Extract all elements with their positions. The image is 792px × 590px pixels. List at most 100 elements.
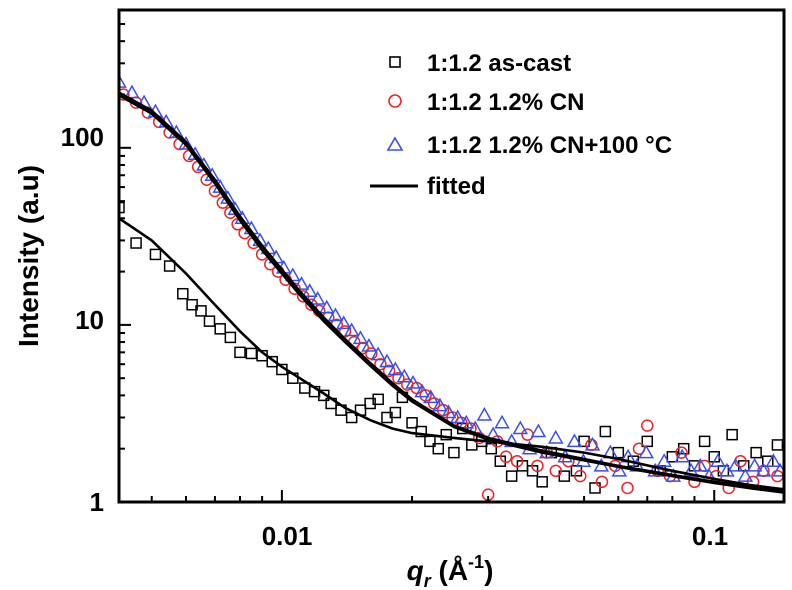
as-cast-point-9: [224, 331, 237, 344]
cn-100c-point-21: [301, 283, 318, 297]
cn-point-48: [549, 464, 563, 478]
cn-100c-point-71: [746, 457, 763, 472]
as-cast-point-39: [505, 470, 518, 482]
as-cast-point-8: [214, 323, 226, 335]
as-cast-point-3: [163, 260, 176, 272]
legend-label-cn: 1:1.2 1.2% CN: [427, 89, 584, 116]
x-tick-label-0.01: 0.01: [262, 521, 313, 551]
x-axis-unit-close: ): [484, 555, 493, 586]
cn-point-56: [641, 419, 654, 432]
fitted-line-0: [119, 217, 784, 491]
cn-100c-point-19: [285, 267, 301, 282]
as-cast-point-51: [641, 435, 654, 448]
as-cast-point-63: [771, 439, 784, 451]
legend-label-cn-100c: 1:1.2 1.2% CN+100 °C: [427, 132, 672, 159]
cn-100c-point-28: [361, 337, 377, 352]
cn-point-30: [382, 364, 396, 378]
legend-marker-square: [389, 56, 401, 68]
as-cast-point-4: [177, 287, 189, 300]
cn-point-50: [574, 469, 587, 483]
cn-100c-point-41: [476, 406, 493, 421]
cn-point-52: [595, 475, 609, 489]
as-cast-point-11: [245, 347, 258, 360]
cn-100c-point-35: [422, 389, 439, 404]
cn-point-46: [531, 459, 544, 473]
cn-100c-point-49: [547, 429, 564, 444]
legend-label-as-cast: 1:1.2 as-cast: [427, 50, 571, 77]
as-cast-point-5: [186, 298, 198, 311]
cn-100c-point-53: [584, 436, 601, 451]
data-layer: [119, 74, 784, 501]
cn-100c-point-30: [379, 353, 395, 368]
as-cast-point-31: [432, 442, 445, 455]
cn-100c-point-1: [124, 84, 140, 99]
cn-100c-point-59: [638, 444, 654, 459]
y-tick-label-100: 100: [61, 122, 104, 152]
cn-100c-point-25: [335, 315, 352, 330]
cn-point-25: [338, 325, 352, 338]
axis-ticks: [119, 9, 716, 503]
cn-100c-point-27: [352, 330, 369, 345]
legend-marker-circle: [388, 94, 402, 108]
as-cast-point-28: [406, 417, 418, 429]
cn-100c-point-20: [293, 276, 310, 290]
legend-label-fitted: fitted: [427, 173, 486, 200]
as-cast-point-46: [578, 435, 590, 448]
cn-100c-point-60: [647, 462, 663, 477]
x-axis-unit-exp: -1: [468, 552, 484, 572]
as-cast-point-26: [389, 406, 402, 419]
cn-100c-point-70: [737, 468, 754, 482]
cn-100c-point-29: [370, 346, 386, 361]
x-axis-subscript: r: [424, 571, 432, 590]
cn-100c-point-37: [440, 404, 457, 419]
as-cast-point-44: [558, 470, 571, 482]
as-cast-point-42: [536, 476, 548, 488]
as-cast-point-0: [119, 201, 125, 214]
cn-point-43: [499, 450, 513, 464]
cn-100c-point-33: [405, 374, 421, 389]
as-cast-point-1: [130, 237, 142, 249]
y-axis-title: Intensity (a.u): [13, 165, 44, 347]
as-cast-point-48: [599, 425, 612, 438]
x-axis-unit-open: (Å: [431, 555, 468, 586]
as-cast-point-13: [266, 355, 279, 368]
cn-100c-point-51: [566, 433, 583, 448]
as-cast-point-59: [726, 428, 738, 441]
cn-100c-point-22: [309, 291, 326, 305]
cn-100c-point-34: [414, 383, 430, 398]
as-cast-point-2: [149, 248, 162, 261]
cn-point-54: [621, 481, 634, 495]
cn-100c-point-47: [530, 423, 547, 438]
cn-100c-point-73: [765, 453, 782, 467]
cn-100c-point-61: [656, 453, 672, 467]
x-axis-title: qr (Å-1): [407, 552, 494, 590]
cn-100c-point-32: [396, 368, 413, 383]
as-cast-point-24: [372, 393, 384, 406]
as-cast-point-33: [448, 446, 460, 459]
cn-point-44: [510, 454, 524, 468]
cn-point-59: [675, 446, 688, 459]
legend-marker-triangle: [386, 136, 404, 151]
cn-point-45: [521, 428, 534, 441]
as-cast-point-56: [698, 435, 711, 448]
cn-point-0: [119, 88, 130, 101]
x-tick-label-0.1: 0.1: [692, 521, 728, 551]
cn-100c-point-38: [449, 409, 466, 424]
cn-100c-point-26: [343, 322, 360, 337]
as-cast-point-23: [364, 397, 376, 410]
x-axis-symbol: q: [407, 555, 424, 586]
cn-100c-point-67: [710, 453, 726, 467]
as-cast-point-37: [485, 442, 498, 455]
cn-100c-point-24: [327, 307, 344, 322]
y-tick-label-10: 10: [75, 305, 104, 335]
cn-100c-point-65: [692, 457, 708, 472]
cn-100c-point-45: [512, 420, 529, 435]
cn-100c-point-39: [458, 414, 475, 429]
cn-point-31: [392, 371, 405, 385]
as-cast-point-32: [440, 428, 453, 441]
cn-100c-point-63: [674, 448, 690, 463]
cn-100c-point-23: [318, 299, 335, 314]
cn-100c-point-36: [432, 397, 448, 412]
y-tick-label-1: 1: [90, 487, 104, 517]
